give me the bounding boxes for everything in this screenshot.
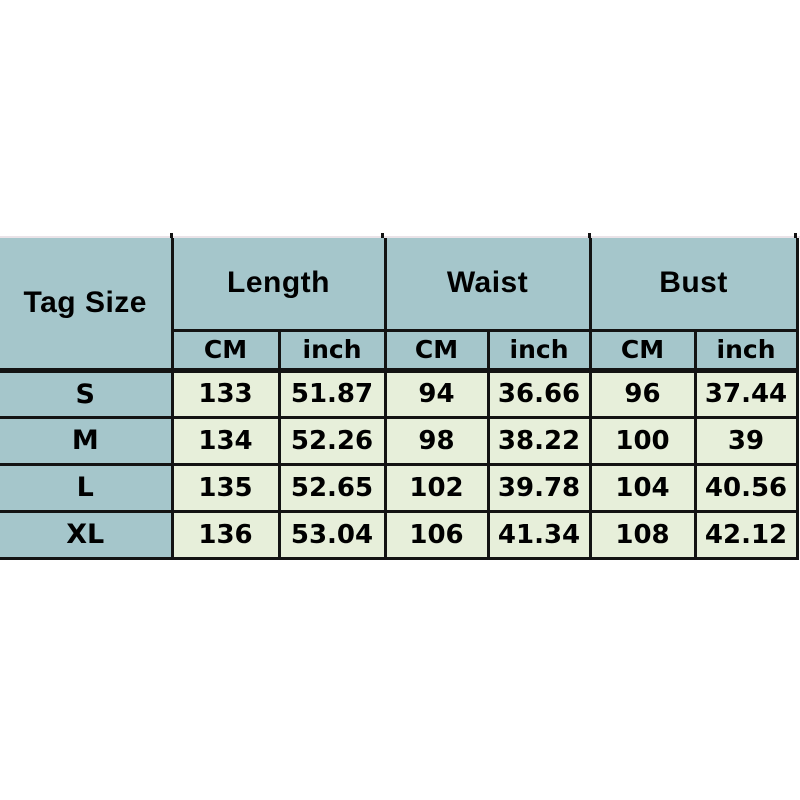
value-cell: 136	[170, 509, 281, 560]
bust-cm-header: CM	[588, 328, 697, 373]
value-cell: 40.56	[693, 462, 799, 513]
size-cell: S	[0, 368, 174, 419]
tag-size-header: Tag Size	[0, 238, 174, 373]
value-cell: 106	[383, 509, 490, 560]
border-tick	[170, 233, 173, 238]
group-header-waist: Waist	[383, 238, 592, 332]
value-cell: 51.87	[277, 368, 387, 419]
value-cell: 102	[383, 462, 490, 513]
size-cell: M	[0, 415, 174, 466]
value-cell: 100	[588, 415, 697, 466]
value-cell: 133	[170, 368, 281, 419]
value-cell: 39	[693, 415, 799, 466]
border-tick	[794, 233, 797, 238]
value-cell: 98	[383, 415, 490, 466]
border-tick	[381, 233, 384, 238]
table-row-xl: XL 136 53.04 106 41.34 108 42.12	[0, 509, 799, 560]
header-group-row: Tag Size Length Waist Bust	[0, 238, 799, 373]
waist-cm-header: CM	[383, 328, 490, 373]
length-inch-header: inch	[277, 328, 387, 373]
size-table: Tag Size Length Waist Bust CM inch CM in…	[0, 238, 799, 560]
group-header-length: Length	[170, 238, 387, 332]
group-header-bust: Bust	[588, 238, 799, 332]
value-cell: 37.44	[693, 368, 799, 419]
size-chart: Tag Size Length Waist Bust CM inch CM in…	[0, 233, 800, 560]
table-row-s: S 133 51.87 94 36.66 96 37.44	[0, 368, 799, 419]
value-cell: 42.12	[693, 509, 799, 560]
value-cell: 39.78	[486, 462, 592, 513]
value-cell: 52.65	[277, 462, 387, 513]
table-row-l: L 135 52.65 102 39.78 104 40.56	[0, 462, 799, 513]
value-cell: 108	[588, 509, 697, 560]
value-cell: 52.26	[277, 415, 387, 466]
bust-inch-header: inch	[693, 328, 799, 373]
value-cell: 96	[588, 368, 697, 419]
length-cm-header: CM	[172, 328, 281, 373]
unit-header-row: CM inch CM inch CM inch	[0, 328, 799, 373]
size-cell: XL	[0, 509, 174, 560]
value-cell: 41.34	[486, 509, 592, 560]
value-cell: 36.66	[486, 368, 592, 419]
size-cell: L	[0, 462, 174, 513]
value-cell: 53.04	[277, 509, 387, 560]
border-tick	[588, 233, 591, 238]
value-cell: 104	[588, 462, 697, 513]
value-cell: 134	[170, 415, 281, 466]
waist-inch-header: inch	[486, 328, 592, 373]
table-row-m: M 134 52.26 98 38.22 100 39	[0, 415, 799, 466]
value-cell: 135	[170, 462, 281, 513]
value-cell: 94	[383, 368, 490, 419]
value-cell: 38.22	[486, 415, 592, 466]
